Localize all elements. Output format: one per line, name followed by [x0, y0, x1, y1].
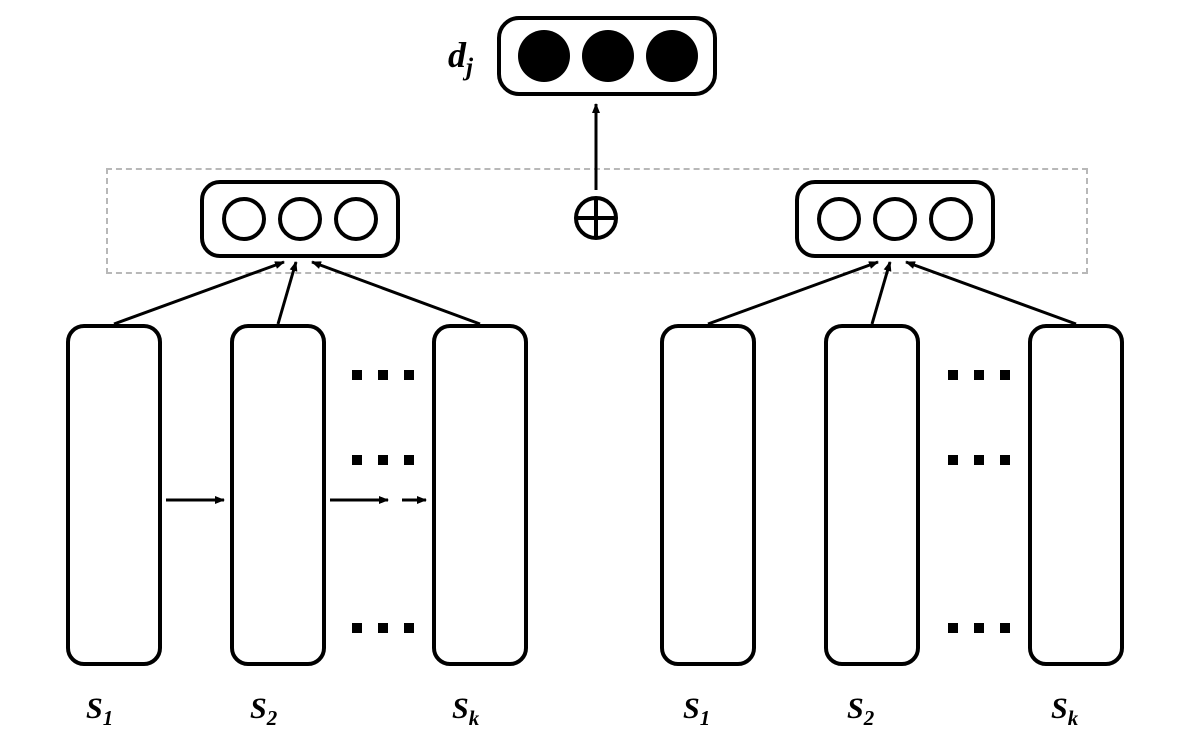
ellipsis-dot: [378, 623, 388, 633]
input-column-left-s2: [230, 324, 326, 666]
ellipsis-dot: [1000, 370, 1010, 380]
ellipsis-dot: [352, 623, 362, 633]
arrows-layer: [0, 0, 1192, 742]
combine-oplus-icon: [572, 194, 620, 242]
input-column-right-s1: [660, 324, 756, 666]
ellipsis-dot: [974, 370, 984, 380]
input-column-label: Sk: [452, 692, 479, 731]
hidden-neuron: [929, 197, 973, 241]
input-column-label: S2: [847, 692, 874, 731]
hidden-neuron: [334, 197, 378, 241]
input-column-left-sk: [432, 324, 528, 666]
ellipsis-dot: [352, 370, 362, 380]
hidden-neuron: [873, 197, 917, 241]
ellipsis-dot: [974, 455, 984, 465]
ellipsis-dot: [948, 623, 958, 633]
input-column-right-s2: [824, 324, 920, 666]
input-column-label: S2: [250, 692, 277, 731]
ellipsis-dot: [948, 455, 958, 465]
input-column-left-s1: [66, 324, 162, 666]
ellipsis-dot: [1000, 623, 1010, 633]
ellipsis-dot: [378, 455, 388, 465]
ellipsis-dot: [948, 370, 958, 380]
ellipsis-dot: [404, 623, 414, 633]
ellipsis-dot: [974, 623, 984, 633]
output-neuron: [646, 30, 698, 82]
input-column-right-sk: [1028, 324, 1124, 666]
ellipsis-dot: [378, 370, 388, 380]
hidden-neuron: [817, 197, 861, 241]
ellipsis-dot: [352, 455, 362, 465]
input-column-label: Sk: [1051, 692, 1078, 731]
input-column-label: S1: [86, 692, 113, 731]
ellipsis-dot: [1000, 455, 1010, 465]
output-neuron: [518, 30, 570, 82]
output-neuron: [582, 30, 634, 82]
ellipsis-dot: [404, 370, 414, 380]
hidden-neuron: [222, 197, 266, 241]
output-label: dj: [448, 34, 473, 82]
input-column-label: S1: [683, 692, 710, 731]
ellipsis-dot: [404, 455, 414, 465]
diagram-canvas: dj S1 S2 Sk S1 S2 Sk: [0, 0, 1192, 742]
hidden-neuron: [278, 197, 322, 241]
